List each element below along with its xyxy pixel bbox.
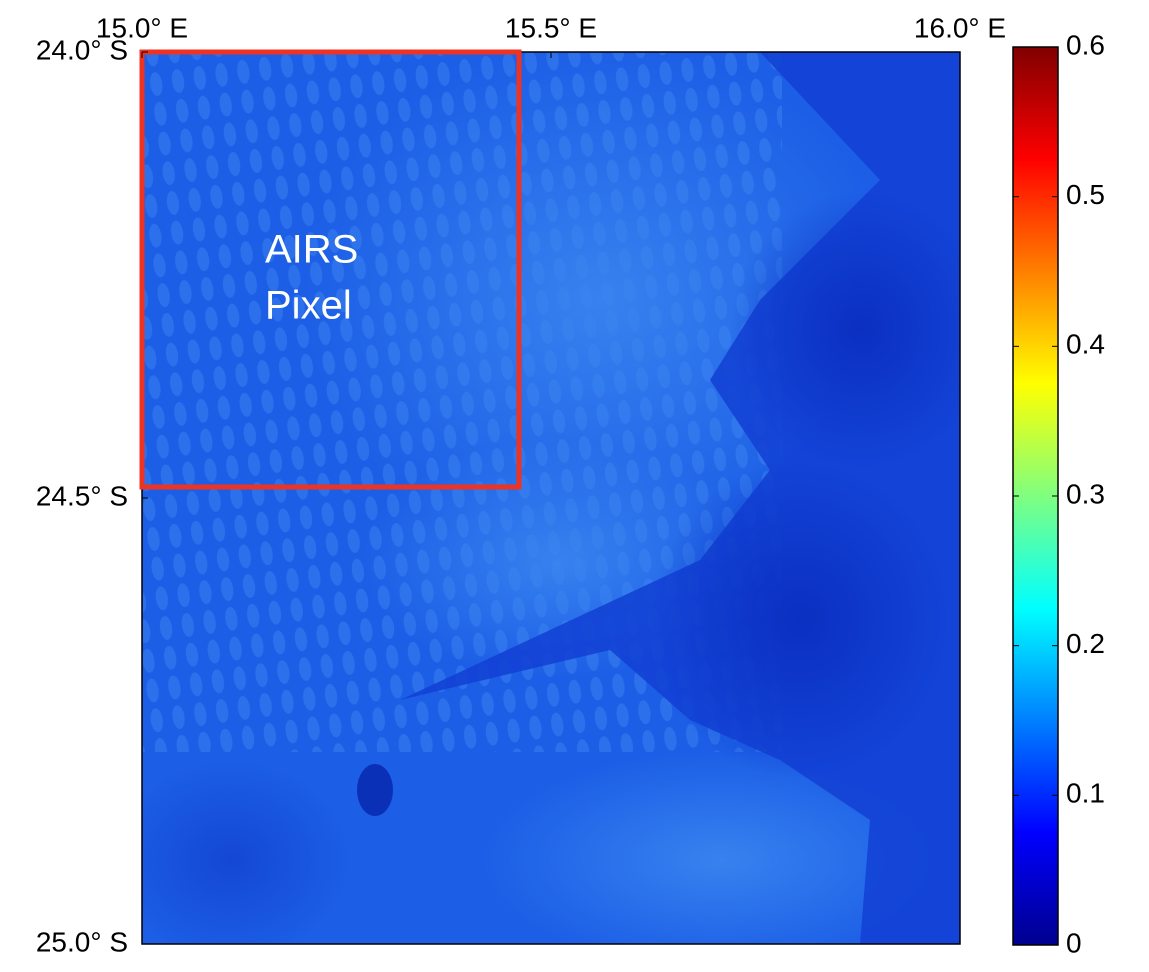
annotation: Pixel: [265, 284, 352, 328]
x-tick-label: 15.5° E: [505, 12, 597, 43]
annotation: AIRS: [265, 228, 358, 272]
colorbar-tick-label: 0.4: [1066, 329, 1105, 360]
colorbar-tick-label: 0.1: [1066, 778, 1105, 809]
y-tick-label: 25.0° S: [36, 926, 128, 957]
colorbar-tick-label: 0: [1066, 927, 1082, 958]
colorbar-tick-label: 0.5: [1066, 179, 1105, 210]
colorbar-tick-label: 0.3: [1066, 478, 1105, 509]
y-tick-label: 24.0° S: [36, 34, 128, 65]
colorbar: [1013, 47, 1058, 945]
colorbar-tick-label: 0.2: [1066, 628, 1105, 659]
colorbar-tick-label: 0.6: [1066, 29, 1105, 60]
x-tick-label: 16.0° E: [914, 12, 1006, 43]
figure: AIRS Pixel 15.0° E15.5° E16.0° E24.0° S2…: [0, 0, 1149, 972]
satellite-image: [110, 40, 990, 970]
y-tick-label: 24.5° S: [36, 480, 128, 511]
